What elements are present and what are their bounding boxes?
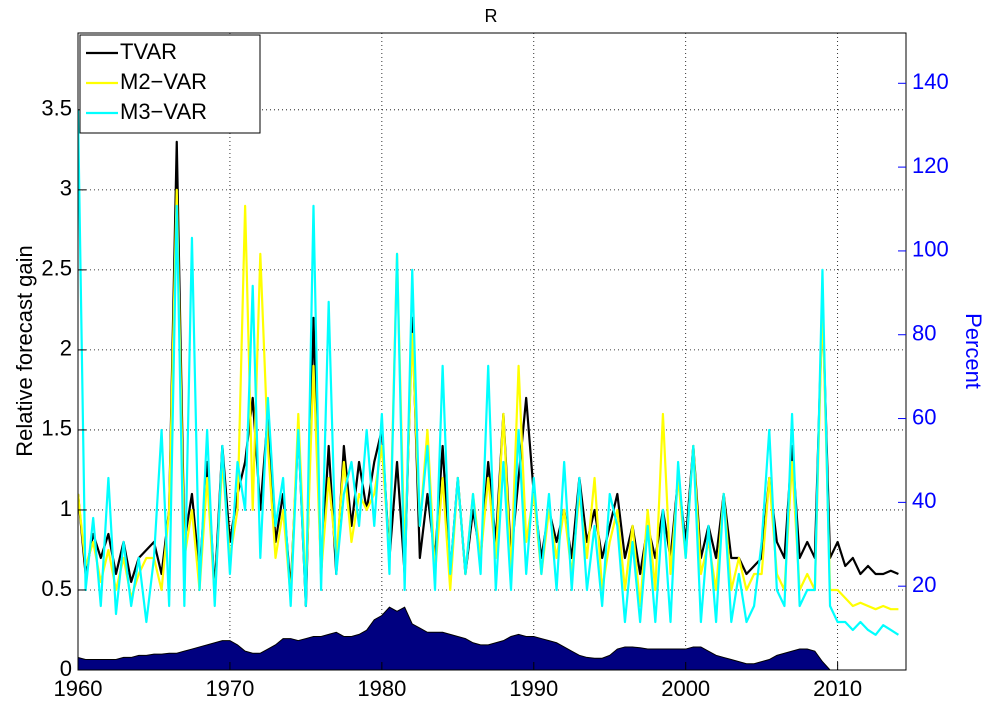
y-tick-label: 0 [60,656,72,681]
y2-tick-label: 120 [912,153,949,178]
axes-box [77,32,907,671]
y-axis-label: Relative forecast gain [12,245,37,457]
x-tick-label: 1970 [205,676,254,701]
x-tick-label: 2000 [661,676,710,701]
y-tick-label: 0.5 [41,576,72,601]
y-tick-label: 3 [60,176,72,201]
y-tick-label: 3.5 [41,96,72,121]
y2-tick-label: 60 [912,404,936,429]
y2-tick-label: 80 [912,321,936,346]
y2-tick-label: 140 [912,69,949,94]
x-tick-label: 1990 [509,676,558,701]
x-tick-label: 1960 [54,676,103,701]
y2-tick-label: 20 [912,572,936,597]
plot-area [78,109,899,670]
legend-label: TVAR [120,39,177,64]
legend-label: M3−VAR [120,99,207,124]
y-tick-label: 1.5 [41,416,72,441]
area [78,606,899,670]
y2-axis-label: Percent [961,313,986,389]
y2-tick-label: 40 [912,488,936,513]
legend-label: M2−VAR [120,69,207,94]
y2-tick-label: 100 [912,237,949,262]
x-tick-label: 1980 [357,676,406,701]
y-tick-label: 2.5 [41,256,72,281]
y-tick-label: 2 [60,336,72,361]
y-tick-label: 1 [60,496,72,521]
line [78,109,899,636]
x-tick-label: 2010 [813,676,862,701]
chart-title: R [485,6,498,26]
